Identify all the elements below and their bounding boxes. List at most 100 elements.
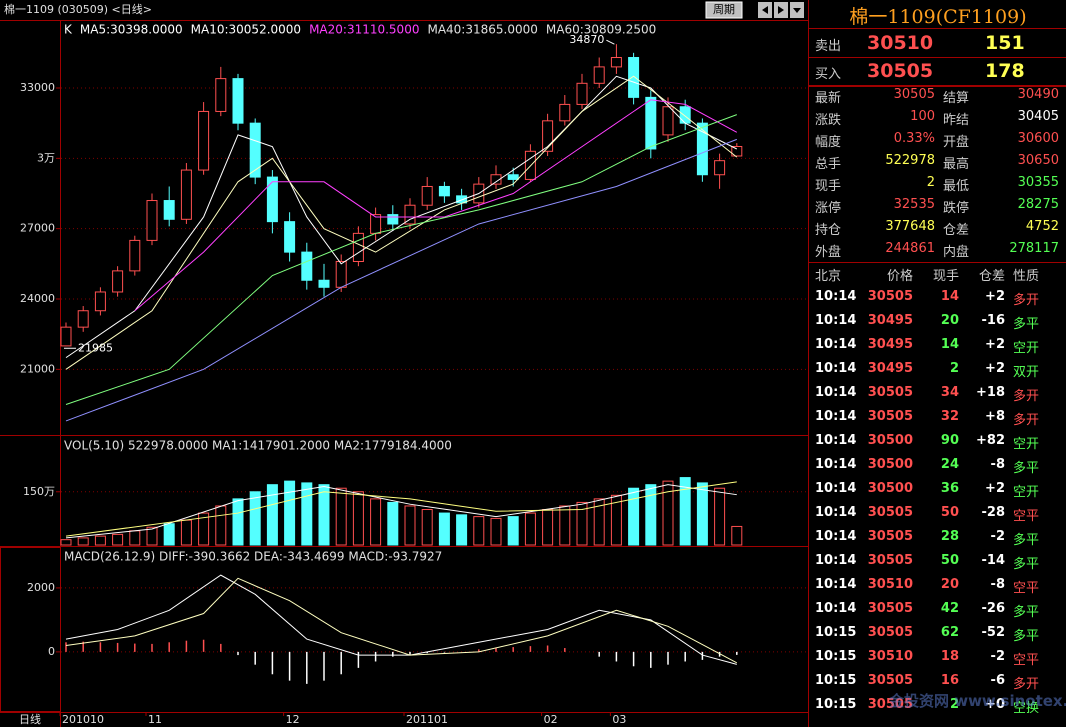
quote-label: 涨停 <box>815 201 842 216</box>
indicator-line <box>65 138 737 422</box>
trade-change: -2 <box>990 649 1005 664</box>
divider <box>809 57 1066 58</box>
trade-change: -6 <box>990 673 1005 688</box>
period-button-label[interactable]: 周期 <box>713 3 735 16</box>
trade-nature: 空开 <box>1013 341 1040 356</box>
quote-value: 0.33% <box>893 131 935 146</box>
trade-nature: 空平 <box>1013 581 1040 596</box>
volume-bar <box>421 509 433 546</box>
trade-price: 30495 <box>867 337 913 352</box>
candle-body <box>284 221 296 253</box>
trade-change: +18 <box>976 385 1005 400</box>
quote-label: 最低 <box>943 179 970 194</box>
trade-nature: 多平 <box>1013 461 1040 476</box>
quote-label: 跌停 <box>943 201 970 216</box>
y-tick-label: 3万 <box>37 151 55 164</box>
trade-time: 10:14 <box>815 529 857 544</box>
trade-change: +2 <box>985 289 1005 304</box>
trade-time: 10:14 <box>815 577 857 592</box>
volume-bar <box>490 517 502 546</box>
x-tick-label: 11 <box>148 713 162 726</box>
x-tick-label: 201101 <box>406 713 448 726</box>
candle-body <box>628 57 640 98</box>
indicator-line <box>65 75 738 370</box>
volume-bar <box>610 494 622 546</box>
quote-value: 30355 <box>1017 175 1059 190</box>
trade-nature: 多平 <box>1013 605 1040 620</box>
volume-bar <box>645 484 657 546</box>
trade-price: 30505 <box>867 625 913 640</box>
trade-volume: 16 <box>940 673 959 688</box>
quote-label: 结算 <box>943 91 970 106</box>
trade-time: 10:14 <box>815 289 857 304</box>
quote-value: 100 <box>910 109 935 124</box>
x-tick-label: 12 <box>286 713 300 726</box>
volume-bar <box>198 512 210 546</box>
trade-header: 性质 <box>1013 269 1040 284</box>
quote-value: 4752 <box>1025 219 1059 234</box>
trade-volume: 28 <box>940 529 959 544</box>
candle-body <box>94 291 106 312</box>
quote-value: 244861 <box>885 241 935 256</box>
quote-value: 30650 <box>1017 153 1059 168</box>
volume-bar <box>180 519 192 546</box>
x-tick-label: 03 <box>612 713 626 726</box>
x-tick-label: 02 <box>544 713 558 726</box>
trade-volume: 14 <box>940 289 959 304</box>
candle-body <box>249 122 261 178</box>
y-tick-label: 21000 <box>20 362 55 375</box>
quote-value: 30600 <box>1017 131 1059 146</box>
quote-label: 仓差 <box>943 223 970 238</box>
candle-body <box>266 176 278 223</box>
trade-change: +0 <box>985 697 1005 712</box>
volume-bar <box>593 498 605 546</box>
candle-body <box>679 106 691 124</box>
candle-body <box>542 120 554 152</box>
quote-value: 28275 <box>1017 197 1059 212</box>
trade-header: 现手 <box>932 269 959 284</box>
quote-label: 总手 <box>815 157 842 172</box>
indicator-label: K <box>64 23 73 37</box>
volume-bar <box>94 535 106 546</box>
trade-nature: 多开 <box>1013 389 1040 404</box>
trade-price: 30505 <box>867 289 913 304</box>
divider <box>809 262 1066 263</box>
trade-price: 30500 <box>867 457 913 472</box>
trade-change: -14 <box>981 553 1006 568</box>
candle-body <box>456 195 468 204</box>
quote-label: 最高 <box>943 157 970 172</box>
volume-bar <box>576 501 588 546</box>
trade-change: +8 <box>985 409 1005 424</box>
trade-nature: 空开 <box>1013 485 1040 500</box>
y-tick-label: 150万 <box>23 485 55 498</box>
trade-volume: 32 <box>940 409 959 424</box>
period-button[interactable] <box>705 1 743 19</box>
candle-body <box>696 122 708 176</box>
y-tick-label: 27000 <box>20 222 55 235</box>
volume-bar <box>146 526 158 546</box>
book-label: 买入 <box>815 67 842 82</box>
trade-change: +2 <box>985 337 1005 352</box>
trade-change: -16 <box>981 313 1006 328</box>
trade-volume: 18 <box>940 649 959 664</box>
trade-time: 10:14 <box>815 601 857 616</box>
quote-value: 522978 <box>885 153 935 168</box>
trade-nature: 空换 <box>1013 701 1040 716</box>
chart: 棉一1109 (030509) <日线> 周期 33000 3万 27000 2400… <box>0 0 808 727</box>
candle-body <box>215 78 227 112</box>
volume-bar <box>731 525 743 546</box>
trade-price: 30505 <box>867 409 913 424</box>
trade-volume: 36 <box>940 481 959 496</box>
trade-volume: 62 <box>940 625 959 640</box>
candle-body <box>438 185 450 197</box>
quote-value: 377648 <box>885 219 935 234</box>
volume-bar <box>696 482 708 546</box>
period-label: 日线 <box>19 712 41 726</box>
trade-time: 10:15 <box>815 697 857 712</box>
candle-body <box>335 260 347 288</box>
peak-label: 34870 <box>569 33 604 46</box>
indicator-line <box>65 484 737 539</box>
trade-price: 30510 <box>867 577 913 592</box>
trade-time: 10:14 <box>815 313 857 328</box>
